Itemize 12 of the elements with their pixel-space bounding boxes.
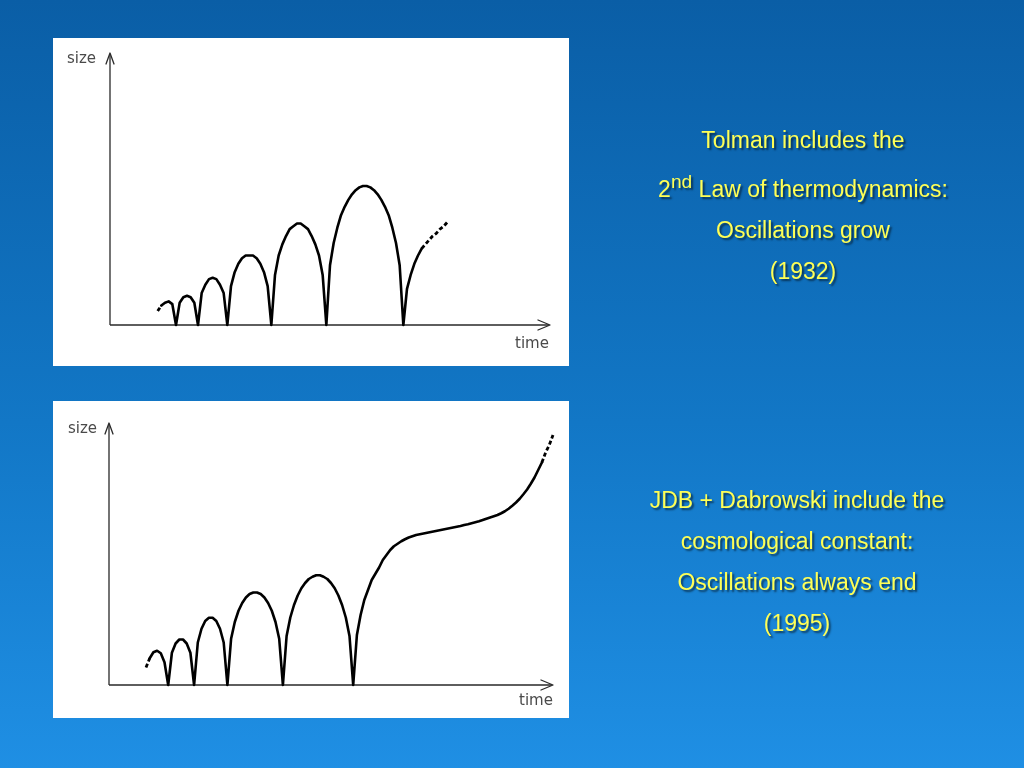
x-axis-title: time bbox=[515, 334, 549, 352]
text: cosmological constant: bbox=[679, 527, 915, 556]
x-axis-title: time bbox=[519, 691, 553, 709]
text: JDB + Dabrowski include the bbox=[648, 486, 946, 515]
text: 2$^{nd}$ Law of thermodynamics: bbox=[657, 170, 949, 204]
text: Oscillations grow bbox=[715, 215, 891, 245]
text: Oscillations always end bbox=[676, 568, 918, 597]
text: (1932) bbox=[768, 256, 838, 286]
y-axis-title: size bbox=[68, 419, 98, 437]
y-axis-title: size bbox=[67, 49, 97, 67]
text: Tolman includes the bbox=[700, 126, 906, 155]
text: (1995) bbox=[762, 609, 832, 638]
